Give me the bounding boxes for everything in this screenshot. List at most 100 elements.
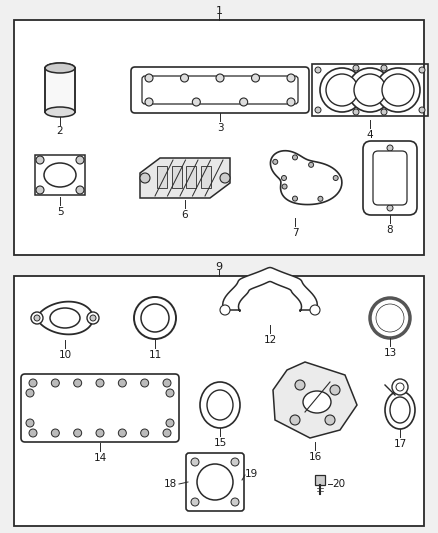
Circle shape [145,74,153,82]
Text: 2: 2 [57,126,64,136]
Circle shape [419,67,425,73]
Circle shape [387,145,393,151]
Circle shape [381,109,387,115]
Circle shape [26,419,34,427]
Circle shape [90,315,96,321]
Circle shape [295,380,305,390]
Text: 5: 5 [57,207,64,217]
Text: 20: 20 [332,479,345,489]
Circle shape [251,74,259,82]
Circle shape [318,196,323,201]
Text: 17: 17 [393,439,406,449]
Circle shape [231,498,239,506]
Polygon shape [273,362,357,438]
Circle shape [76,156,84,164]
Text: 3: 3 [217,123,223,133]
Circle shape [29,429,37,437]
FancyBboxPatch shape [142,76,298,104]
Bar [312,64,428,116]
Circle shape [87,312,99,324]
Circle shape [74,379,81,387]
Text: 12: 12 [263,335,277,345]
Circle shape [26,389,34,397]
Text: 19: 19 [245,469,258,479]
Ellipse shape [207,390,233,420]
Circle shape [333,175,338,181]
Circle shape [240,98,247,106]
Circle shape [392,379,408,395]
Circle shape [192,98,200,106]
Text: 11: 11 [148,350,162,360]
Bar [172,166,182,188]
Circle shape [51,429,59,437]
Circle shape [51,379,59,387]
Text: 1: 1 [215,6,223,16]
Text: 10: 10 [58,350,71,360]
Text: 15: 15 [213,438,226,448]
Circle shape [282,175,286,181]
Circle shape [287,74,295,82]
Text: 18: 18 [164,479,177,489]
Circle shape [145,98,153,106]
Bar [14,20,424,255]
Text: 9: 9 [215,262,223,272]
Circle shape [370,298,410,338]
Circle shape [309,163,314,167]
Circle shape [141,429,148,437]
FancyBboxPatch shape [131,67,309,113]
Circle shape [231,458,239,466]
Circle shape [293,196,297,201]
Circle shape [29,379,37,387]
Circle shape [419,107,425,113]
FancyBboxPatch shape [21,374,179,442]
FancyBboxPatch shape [186,453,244,511]
Bar [315,475,325,485]
Circle shape [287,98,295,106]
Circle shape [396,383,404,391]
Circle shape [387,205,393,211]
Ellipse shape [141,304,169,332]
Circle shape [310,305,320,315]
Ellipse shape [134,297,176,339]
Text: 8: 8 [387,225,393,235]
Circle shape [315,107,321,113]
Circle shape [353,109,359,115]
Bar [14,276,424,526]
Circle shape [325,415,335,425]
Circle shape [191,498,199,506]
Circle shape [36,156,44,164]
Circle shape [348,68,392,112]
Polygon shape [223,268,317,312]
Polygon shape [140,158,230,198]
Text: 13: 13 [383,348,397,358]
Circle shape [376,68,420,112]
Circle shape [118,379,126,387]
Circle shape [290,415,300,425]
Ellipse shape [390,397,410,423]
Circle shape [282,184,287,189]
Text: 16: 16 [308,452,321,462]
Circle shape [191,458,199,466]
Bar [201,166,211,188]
Circle shape [353,65,359,71]
Circle shape [36,186,44,194]
Ellipse shape [303,391,331,413]
Text: 6: 6 [182,210,188,220]
Circle shape [273,159,278,164]
Circle shape [197,464,233,500]
Ellipse shape [385,391,415,429]
Circle shape [382,74,414,106]
Circle shape [140,173,150,183]
Circle shape [34,315,40,321]
Ellipse shape [200,382,240,428]
Polygon shape [270,151,342,205]
Circle shape [31,312,43,324]
Circle shape [381,65,387,71]
Bar [45,68,75,112]
Circle shape [163,429,171,437]
Circle shape [96,379,104,387]
Circle shape [118,429,126,437]
Circle shape [76,186,84,194]
Circle shape [166,389,174,397]
Ellipse shape [45,107,75,117]
